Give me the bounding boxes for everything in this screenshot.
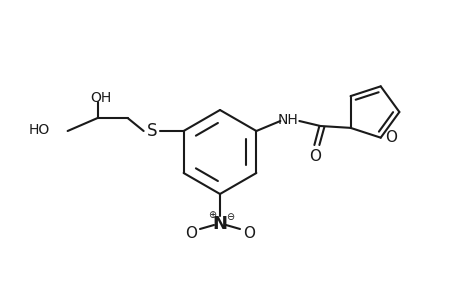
Text: O: O [242, 226, 254, 242]
Text: S: S [146, 122, 157, 140]
Text: O: O [309, 148, 321, 164]
Text: OH: OH [90, 91, 111, 105]
Text: O: O [185, 226, 196, 242]
Text: N: N [212, 215, 227, 233]
Text: ⊕: ⊕ [207, 210, 216, 220]
Text: ⊖: ⊖ [225, 212, 234, 222]
Text: O: O [384, 130, 396, 145]
Text: NH: NH [277, 113, 298, 127]
Text: HO: HO [28, 123, 50, 137]
